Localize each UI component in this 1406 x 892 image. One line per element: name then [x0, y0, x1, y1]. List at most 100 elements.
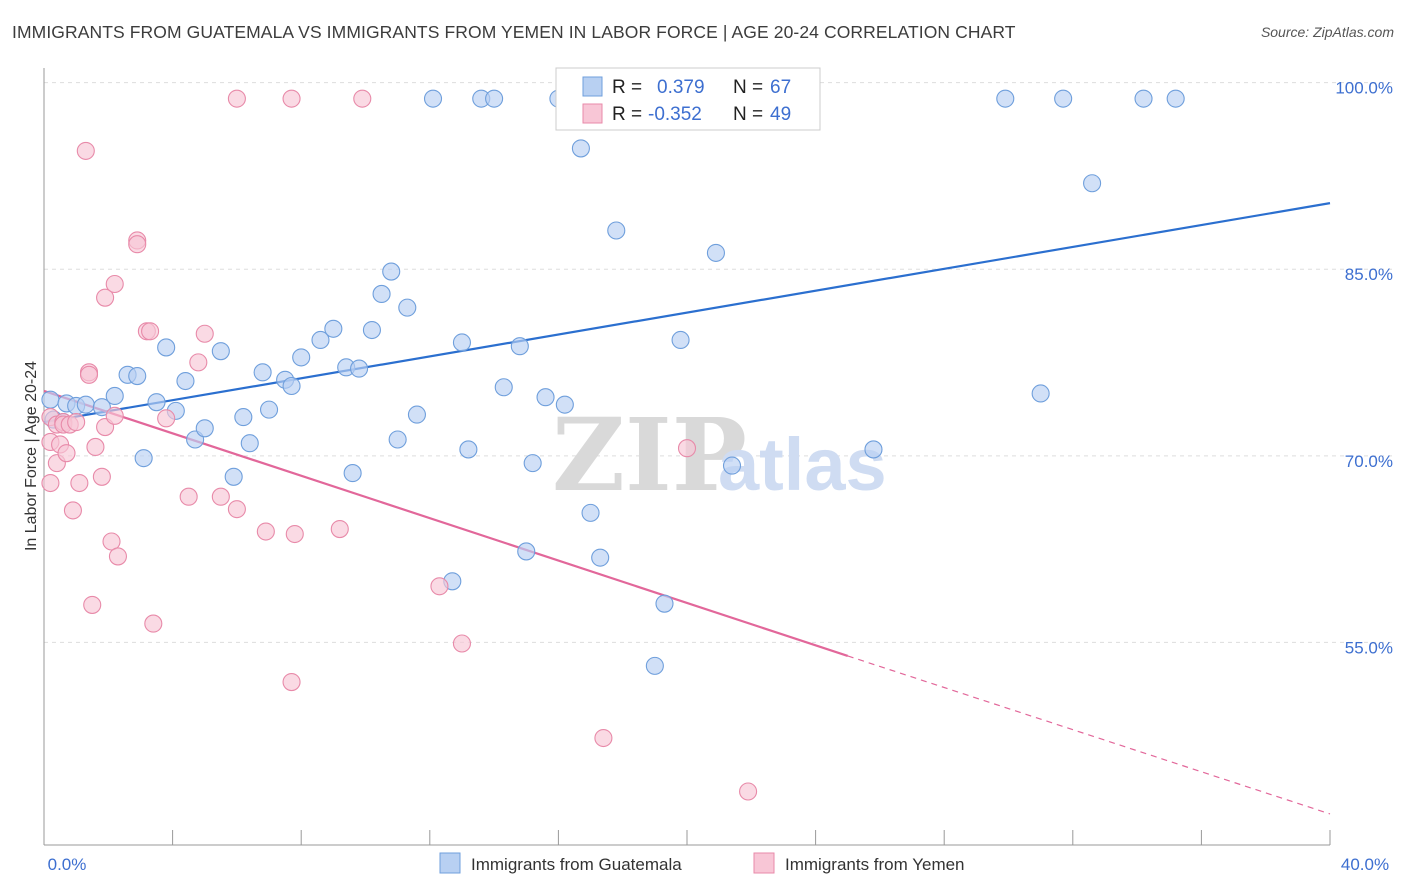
gridlines	[44, 82, 1392, 643]
data-point-guatemala	[311, 330, 330, 350]
bottom-legend-swatch-yemen	[753, 852, 775, 874]
data-point-guatemala	[996, 89, 1015, 108]
data-point-guatemala	[147, 393, 166, 412]
legend-r-value-guatemala: 0.379	[657, 77, 705, 98]
legend-swatch-yemen	[582, 103, 603, 124]
data-point-yemen	[96, 288, 115, 307]
legend-r-value-yemen: -0.352	[648, 104, 702, 125]
data-point-yemen	[76, 141, 95, 160]
data-point-guatemala	[398, 298, 417, 317]
legend-swatch-guatemala	[582, 76, 603, 97]
chart-source: Source: ZipAtlas.com	[1260, 24, 1394, 40]
data-point-guatemala	[324, 319, 343, 338]
chart-title: IMMIGRANTS FROM GUATEMALA VS IMMIGRANTS …	[12, 22, 1016, 42]
data-point-guatemala	[452, 333, 472, 352]
data-point-yemen	[739, 782, 758, 801]
y-tick-label: 70.0%	[1345, 452, 1393, 471]
data-point-guatemala	[234, 408, 253, 427]
data-point-guatemala	[195, 419, 214, 438]
data-point-yemen	[227, 500, 246, 519]
data-point-yemen	[353, 89, 372, 108]
data-point-guatemala	[92, 398, 111, 417]
data-point-yemen	[677, 439, 697, 458]
data-point-yemen	[105, 406, 124, 425]
watermark-zip: ZIP	[552, 396, 747, 514]
data-point-yemen	[285, 524, 304, 544]
y-tick-label: 85.0%	[1345, 265, 1393, 284]
x-tick-label: 40.0%	[1341, 855, 1389, 874]
data-point-yemen	[105, 274, 124, 294]
data-point-guatemala	[224, 467, 243, 486]
data-point-guatemala	[350, 359, 369, 378]
data-point-guatemala	[864, 440, 883, 459]
data-point-guatemala	[485, 89, 504, 108]
data-point-guatemala	[259, 400, 279, 419]
data-point-guatemala	[655, 594, 674, 613]
data-point-yemen	[79, 365, 99, 384]
data-point-guatemala	[423, 89, 443, 108]
data-point-guatemala	[523, 454, 542, 473]
y-tick-label: 55.0%	[1345, 638, 1393, 657]
data-point-guatemala	[494, 378, 513, 397]
legend-n-label: N =	[733, 77, 763, 98]
guatemala-points	[41, 89, 1185, 675]
data-point-guatemala	[282, 376, 301, 396]
data-point-yemen	[195, 324, 214, 343]
data-point-guatemala	[343, 464, 362, 483]
y-axis-label: In Labor Force | Age 20-24	[23, 361, 40, 551]
bottom-legend-swatch-guatemala	[439, 852, 461, 874]
data-point-yemen	[141, 322, 160, 341]
data-point-yemen	[83, 595, 102, 614]
data-point-guatemala	[128, 366, 147, 386]
data-point-guatemala	[240, 434, 259, 453]
trend-line-guatemala	[43, 202, 1331, 424]
data-point-guatemala	[645, 656, 664, 675]
data-point-yemen	[330, 519, 349, 539]
data-point-yemen	[211, 487, 230, 506]
data-point-guatemala	[105, 386, 124, 406]
data-point-yemen	[57, 444, 76, 463]
data-point-yemen	[189, 353, 208, 372]
data-point-yemen	[227, 89, 246, 108]
data-point-guatemala	[1166, 89, 1185, 108]
data-point-guatemala	[76, 395, 95, 414]
data-point-yemen	[256, 522, 275, 541]
data-point-yemen	[452, 634, 472, 653]
data-point-guatemala	[176, 371, 195, 391]
data-point-guatemala	[211, 342, 230, 361]
x-tick-labels: 0.0% 40.0%	[48, 855, 1389, 874]
series-legend: Immigrants from Guatemala Immigrants fro…	[439, 852, 965, 874]
data-point-yemen	[179, 487, 198, 506]
data-point-guatemala	[1031, 384, 1050, 403]
data-point-guatemala	[362, 320, 381, 340]
data-point-guatemala	[41, 390, 60, 409]
data-point-yemen	[108, 547, 127, 566]
trend-line-yemen-extrapolated	[847, 655, 1331, 815]
data-point-yemen	[67, 413, 86, 432]
data-point-yemen	[86, 437, 105, 457]
data-point-guatemala	[459, 440, 478, 459]
trend-line-yemen	[43, 389, 849, 657]
axes	[43, 68, 1331, 846]
data-point-guatemala	[706, 243, 725, 262]
data-point-yemen	[282, 672, 301, 692]
data-point-guatemala	[581, 503, 600, 522]
legend-r-label: R =	[612, 104, 642, 125]
trend-lines	[43, 202, 1331, 815]
bottom-legend-label-yemen: Immigrants from Yemen	[785, 855, 965, 874]
data-point-yemen	[70, 473, 89, 493]
data-point-guatemala	[134, 449, 153, 468]
bottom-legend-label-guatemala: Immigrants from Guatemala	[471, 855, 682, 874]
data-point-yemen	[63, 501, 82, 520]
legend-n-value-yemen: 49	[770, 104, 791, 125]
data-point-yemen	[594, 728, 613, 748]
y-tick-label: 100.0%	[1335, 79, 1393, 98]
data-point-guatemala	[671, 330, 690, 350]
data-point-yemen	[430, 577, 449, 596]
data-point-yemen	[157, 409, 176, 428]
data-point-yemen	[102, 532, 121, 551]
data-point-guatemala	[372, 284, 391, 304]
data-point-guatemala	[1054, 89, 1073, 108]
data-point-yemen	[282, 89, 301, 108]
x-tick-label: 0.0%	[48, 855, 87, 874]
